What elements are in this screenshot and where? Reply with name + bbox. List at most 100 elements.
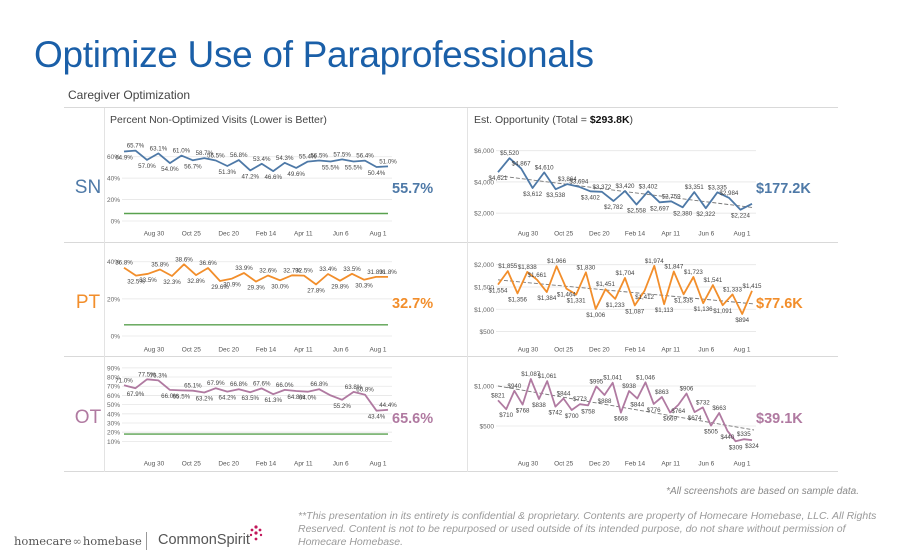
chart-5-data-label: $764 bbox=[671, 408, 685, 415]
chart-2-data-label: 64.8% bbox=[287, 394, 305, 401]
chart-5-data-label: $335 bbox=[737, 431, 751, 438]
chart-2-data-label: 61.3% bbox=[264, 397, 282, 404]
chart-5-data-label: $1,041 bbox=[603, 375, 622, 382]
chart-title-percent: Percent Non-Optimized Visits (Lower is B… bbox=[110, 114, 327, 126]
chart-1-data-label: 29.3% bbox=[247, 285, 265, 292]
chart-title-total: $293.8K bbox=[590, 114, 630, 126]
chart-3-data-label: $4,610 bbox=[535, 164, 554, 171]
chart-4-data-label: $1,412 bbox=[635, 294, 654, 301]
chart-5-data-label: $773 bbox=[573, 396, 587, 403]
chart-5-data-label: $844 bbox=[630, 401, 644, 408]
chart-2-data-label: 66.8% bbox=[310, 381, 328, 388]
chart-0-summary-value: 55.7% bbox=[392, 181, 433, 197]
chart-5-data-label: $758 bbox=[581, 408, 595, 415]
logo-text-commonspirit: CommonSpirit bbox=[158, 532, 250, 548]
chart-5-data-label: $1,061 bbox=[538, 373, 557, 380]
chart-0-data-label: 56.4% bbox=[356, 153, 374, 160]
chart-4-ytick-label: $1,000 bbox=[474, 307, 494, 314]
chart-4-data-label: $1,113 bbox=[655, 307, 674, 314]
chart-5-data-label: $863 bbox=[655, 389, 669, 396]
chart-0-data-label: 58.7% bbox=[196, 150, 214, 157]
chart-1-data-label: 36.8% bbox=[115, 260, 133, 267]
chart-2-ytick-label: 50% bbox=[107, 402, 120, 409]
chart-1-data-label: 33.5% bbox=[343, 266, 361, 273]
chart-4-data-label: $1,966 bbox=[547, 258, 566, 265]
chart-4-data-label: $1,541 bbox=[703, 277, 722, 284]
chart-4-xtick-label: Apr 11 bbox=[661, 347, 680, 354]
chart-4-series-line bbox=[497, 264, 753, 315]
chart-0-data-label: 61.0% bbox=[173, 148, 191, 155]
chart-4-data-label: $1,723 bbox=[684, 269, 703, 276]
chart-0-data-label: 56.5% bbox=[207, 152, 225, 159]
logo-divider bbox=[146, 532, 147, 550]
chart-3-data-label: $3,372 bbox=[592, 184, 611, 191]
chart-2-ytick-label: 30% bbox=[107, 421, 120, 428]
chart-3-xtick-label: Oct 25 bbox=[554, 231, 574, 238]
chart-0-series-line bbox=[123, 149, 389, 173]
chart-3-data-label: $2,984 bbox=[719, 190, 738, 197]
chart-0-data-label: 55.4% bbox=[299, 154, 317, 161]
commonspirit-logo: CommonSpirit bbox=[158, 525, 263, 548]
chart-5-data-label: $440 bbox=[721, 434, 735, 441]
chart-2-data-label: 63.5% bbox=[241, 395, 259, 402]
chart-1-data-label: 30.9% bbox=[223, 282, 241, 289]
chart-4-xtick-label: Oct 25 bbox=[554, 347, 574, 354]
chart-0-xtick-label: Aug 30 bbox=[144, 231, 165, 238]
footnote: *All screenshots are based on sample dat… bbox=[666, 486, 859, 497]
chart-5-data-label: $844 bbox=[557, 390, 571, 397]
page-title: Optimize Use of Paraprofessionals bbox=[34, 34, 594, 75]
chart-0-ytick-label: 0% bbox=[111, 219, 121, 226]
chart-4-data-label: $1,451 bbox=[596, 281, 615, 288]
chart-2-data-label: 66.0% bbox=[161, 393, 179, 400]
chart-4-ytick-label: $2,000 bbox=[474, 262, 494, 269]
chart-4-data-label: $1,136 bbox=[694, 306, 713, 313]
chart-2-ytick-label: 80% bbox=[107, 375, 120, 382]
chart-1-data-label: 33.5% bbox=[139, 277, 157, 284]
chart-1-data-label: 30.3% bbox=[355, 283, 373, 290]
chart-1-series-line bbox=[123, 263, 388, 286]
chart-3-data-label: $3,402 bbox=[581, 194, 600, 201]
chart-2-summary-value: 65.6% bbox=[392, 411, 433, 427]
chart-4-data-label: $1,356 bbox=[508, 296, 527, 303]
chart-2-data-label: 67.9% bbox=[207, 380, 225, 387]
chart-3-xtick-label: Aug 1 bbox=[734, 231, 751, 238]
chart-1-data-label: 32.6% bbox=[259, 267, 277, 274]
chart-4-ytick-label: $1,500 bbox=[474, 284, 494, 291]
chart-0-xtick-label: Jun 6 bbox=[333, 231, 349, 238]
chart-2-ytick-label: 70% bbox=[107, 384, 120, 391]
chart-0-ytick-label: 20% bbox=[107, 197, 120, 204]
chart-5-xtick-label: Jun 6 bbox=[698, 461, 714, 468]
chart-4-data-label: $1,855 bbox=[498, 263, 517, 270]
chart-0-xtick-label: Apr 11 bbox=[294, 231, 313, 238]
chart-5-data-label: $668 bbox=[614, 416, 628, 423]
chart-3-ytick-label: $4,000 bbox=[474, 179, 494, 186]
chart-3-data-label: $3,351 bbox=[685, 184, 704, 191]
chart-5-data-label: $776 bbox=[647, 407, 661, 414]
chart-2-data-label: 67.6% bbox=[253, 380, 271, 387]
chart-1-data-label: 32.5% bbox=[295, 268, 313, 275]
chart-3-data-label: $4,621 bbox=[489, 175, 508, 182]
chart-5-data-label: $1,046 bbox=[636, 374, 655, 381]
chart-2-xtick-label: Jun 6 bbox=[333, 461, 349, 468]
chart-3-data-label: $2,380 bbox=[673, 210, 692, 217]
chart-0-data-label: 65.7% bbox=[127, 143, 145, 150]
chart-0-data-label: 54.0% bbox=[161, 166, 179, 173]
chart-4-data-label: $1,830 bbox=[576, 264, 595, 271]
chart-2-xtick-label: Aug 30 bbox=[144, 461, 165, 468]
chart-0-data-label: 53.4% bbox=[253, 156, 271, 163]
chart-4-data-label: $1,384 bbox=[537, 295, 556, 302]
chart-title-suffix: ) bbox=[630, 114, 634, 126]
chart-4-summary-value: $77.6K bbox=[756, 296, 803, 312]
chart-3-data-label: $3,864 bbox=[558, 176, 577, 183]
chart-2-series-line bbox=[123, 378, 389, 412]
chart-2-xtick-label: Apr 11 bbox=[294, 461, 313, 468]
chart-4-data-label: $1,233 bbox=[606, 302, 625, 309]
chart-3-xtick-label: Feb 14 bbox=[625, 231, 646, 238]
chart-3-xtick-label: Aug 30 bbox=[518, 231, 539, 238]
chart-0-xtick-label: Oct 25 bbox=[182, 231, 202, 238]
chart-3-xtick-label: Apr 11 bbox=[661, 231, 680, 238]
chart-0-xtick-label: Feb 14 bbox=[256, 231, 277, 238]
chart-3-series-line bbox=[497, 157, 753, 211]
chart-2-data-label: 43.4% bbox=[368, 414, 386, 421]
